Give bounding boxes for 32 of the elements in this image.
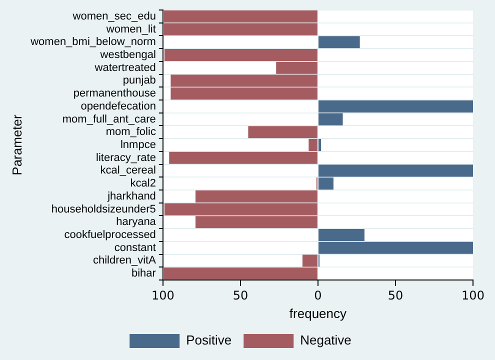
legend-label: Negative xyxy=(300,332,352,348)
y-tick-label: kcal2 xyxy=(130,178,156,190)
y-tick-label: children_vitA xyxy=(92,254,157,267)
y-tick-label: women_bmi_below_norm xyxy=(30,36,156,48)
bar xyxy=(318,138,322,152)
y-tick-label: westbengal xyxy=(99,49,156,62)
y-tick-label: punjab xyxy=(122,74,156,87)
y-tick-label: women_sec_edu xyxy=(72,10,156,22)
legend-label: Positive xyxy=(186,332,232,348)
y-axis-title: Parameter xyxy=(9,114,24,176)
x-tick-label: 0 xyxy=(314,288,322,302)
y-tick-label: opendefecation xyxy=(80,100,156,112)
y-tick-label: cookfuelprocessed xyxy=(64,229,156,242)
y-tick-label: mom_full_ant_care xyxy=(62,113,156,126)
y-tick-label: watertreated xyxy=(94,62,156,74)
y-tick-label: constant xyxy=(114,242,156,254)
y-tick-label: mom_folic xyxy=(106,126,156,138)
y-tick-label: jharkhand xyxy=(106,190,156,202)
bar xyxy=(318,36,360,48)
y-tick-label: women_lit xyxy=(105,23,156,36)
y-tick-label: permanenthouse xyxy=(73,88,156,100)
x-tick-label: 100 xyxy=(462,288,484,302)
y-tick-label: householdsizeunder5 xyxy=(51,203,156,216)
x-tick-label: 50 xyxy=(232,288,248,302)
y-tick-label: lnmpce xyxy=(120,139,156,152)
y-tick-label: haryana xyxy=(116,216,157,228)
y-tick-label: kcal_cereal xyxy=(100,164,156,177)
x-axis-title: frequency xyxy=(289,306,348,321)
y-tick-label: bihar xyxy=(131,268,156,280)
y-tick-label: literacy_rate xyxy=(96,152,156,164)
x-tick-label: 50 xyxy=(388,288,404,302)
x-tick-label: 100 xyxy=(151,288,174,302)
